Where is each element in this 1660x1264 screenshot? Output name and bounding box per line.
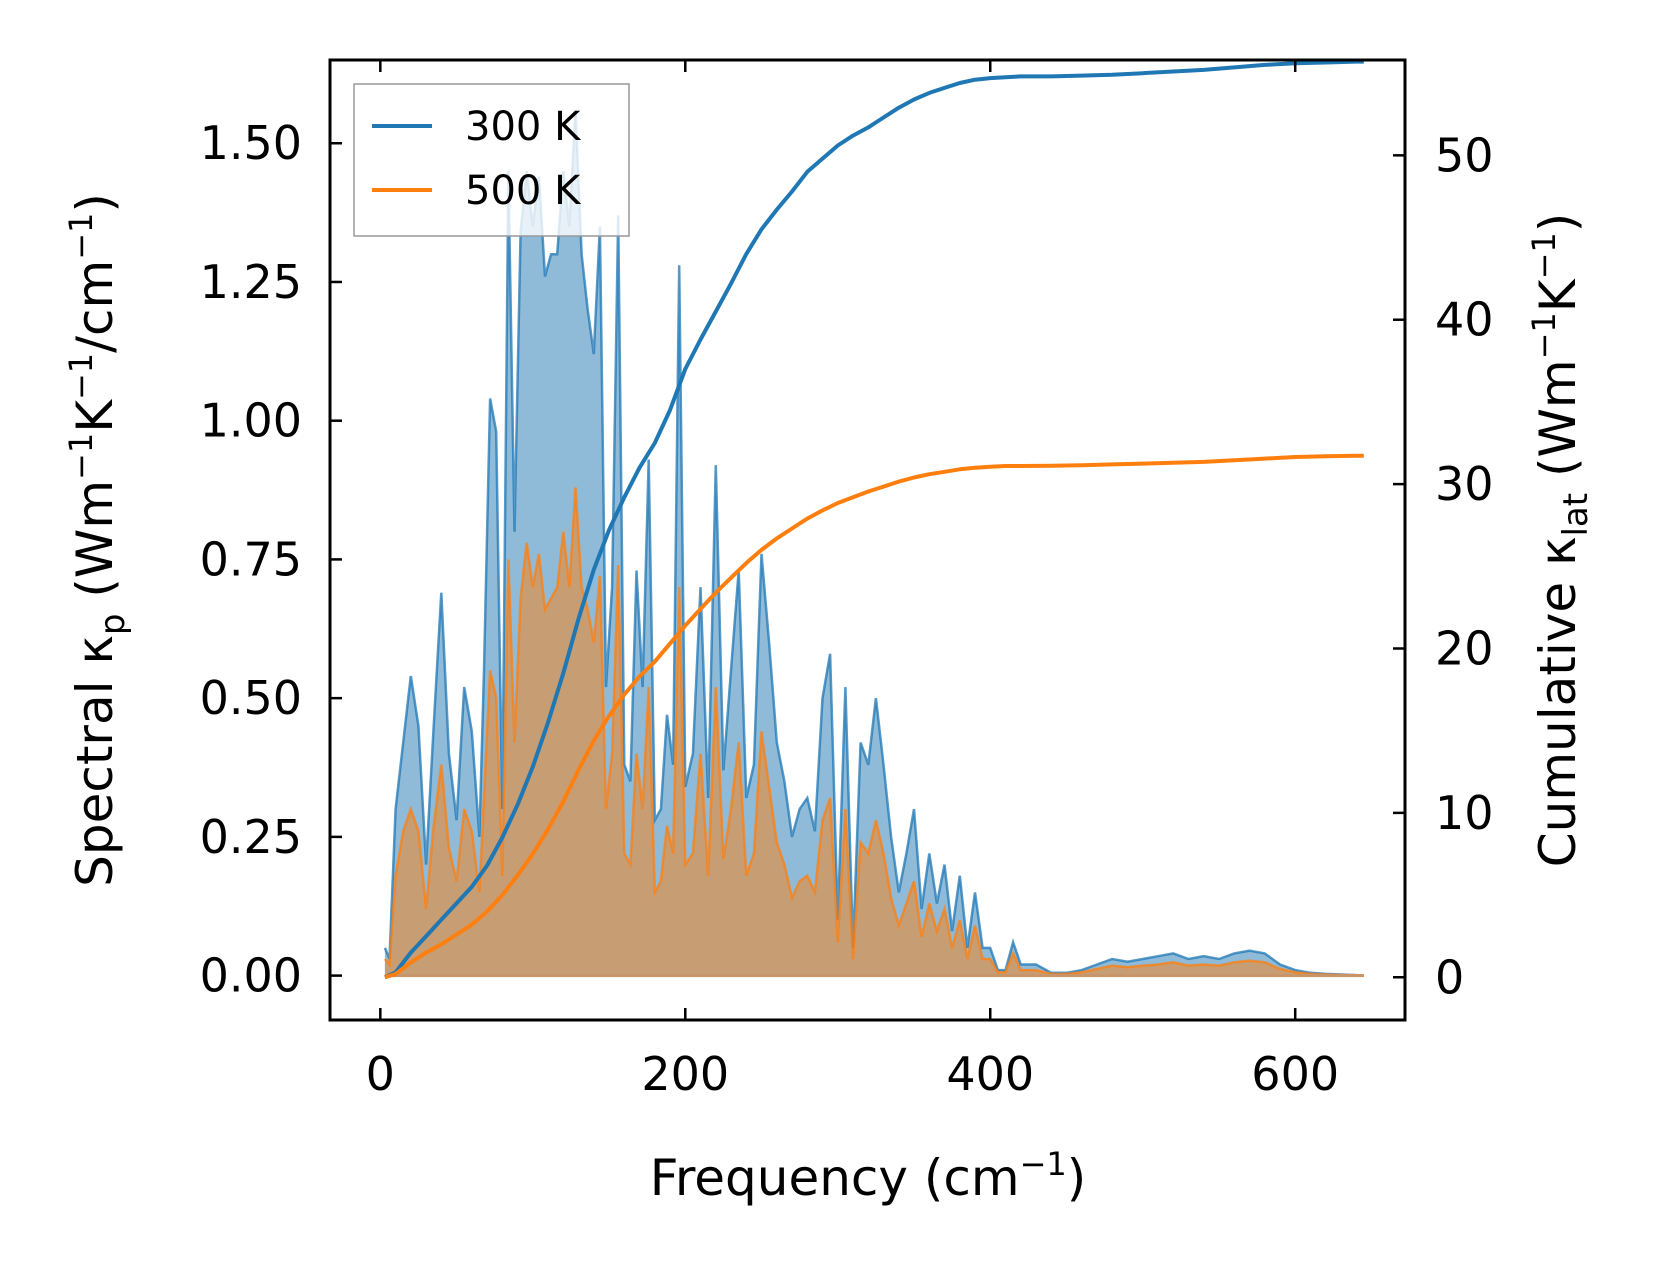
y-right-tick-label: 20 <box>1435 621 1494 675</box>
axis-ticks: 0 200 400 600 0.00 0.25 0.50 0.75 1.00 1.25 1.50 0 1… <box>200 60 1494 1101</box>
y-right-title-p1: lat <box>1556 493 1596 537</box>
x-tick-label: 0 <box>366 1047 395 1101</box>
spectral-area-500k <box>384 487 1364 976</box>
y-left-tick-label: 0.25 <box>200 810 302 864</box>
x-tick-label: 200 <box>641 1047 729 1101</box>
y-right-title-p6: ) <box>1529 213 1587 233</box>
y-left-title-p8: ) <box>66 193 124 213</box>
y-left-tick-label: 1.00 <box>200 394 302 448</box>
y-right-title-p5: −1 <box>1525 232 1563 279</box>
legend: 300 K 500 K <box>353 83 630 237</box>
x-tick-label: 600 <box>1251 1047 1339 1101</box>
y-left-tick-label: 1.25 <box>200 255 302 309</box>
x-tick-label: 400 <box>946 1047 1034 1101</box>
spectral-line-300k <box>383 109 1364 977</box>
y-left-tick-label: 0.75 <box>200 532 302 586</box>
legend-label-500k: 500 K <box>465 168 582 214</box>
y-right-title-p2: (Wm <box>1529 359 1587 493</box>
y-right-title-p4: K <box>1529 278 1587 312</box>
y-left-title-p5: −1 <box>62 353 100 400</box>
y-axis-right-title: Cumulative κlat (Wm−1K−1) <box>1525 213 1596 868</box>
y-left-title-p2: (Wm <box>66 480 124 614</box>
x-axis-title: Frequency (cm−1) <box>650 1145 1087 1207</box>
y-left-title-p0: Spectral κ <box>66 635 124 887</box>
x-axis-title-sup: −1 <box>1020 1145 1067 1183</box>
spectral-line-500k <box>383 487 1364 977</box>
y-left-tick-label: 0.00 <box>200 949 302 1003</box>
y-left-title-p1: p <box>93 614 133 636</box>
y-left-title-p7: −1 <box>62 213 100 260</box>
y-right-tick-label: 0 <box>1435 950 1464 1004</box>
y-left-tick-label: 1.50 <box>200 116 302 170</box>
y-axis-left-title: Spectral κp (Wm−1K−1/cm−1) <box>62 193 133 887</box>
y-left-tick-label: 0.50 <box>200 671 302 725</box>
x-axis-title-end: ) <box>1067 1149 1087 1207</box>
x-axis-title-main: Frequency (cm <box>650 1149 1020 1207</box>
y-right-tick-label: 10 <box>1435 786 1494 840</box>
y-right-title-p3: −1 <box>1525 312 1563 359</box>
y-right-tick-label: 30 <box>1435 457 1494 511</box>
plot-area <box>383 60 1364 980</box>
y-left-title-p6: /cm <box>66 260 124 353</box>
legend-label-300k: 300 K <box>465 104 582 150</box>
cumulative-line-500k <box>384 453 1364 980</box>
plot-frame <box>328 58 1407 1022</box>
legend-box <box>353 83 630 237</box>
y-left-title-p3: −1 <box>62 433 100 480</box>
y-right-tick-label: 40 <box>1435 293 1494 347</box>
data-lines <box>384 60 1364 980</box>
spectral-fills <box>383 109 1364 978</box>
y-right-tick-label: 50 <box>1435 128 1494 182</box>
cumulative-line-300k <box>384 60 1364 980</box>
y-right-title-p0: Cumulative κ <box>1529 537 1587 868</box>
y-left-title-p4: K <box>66 399 124 433</box>
